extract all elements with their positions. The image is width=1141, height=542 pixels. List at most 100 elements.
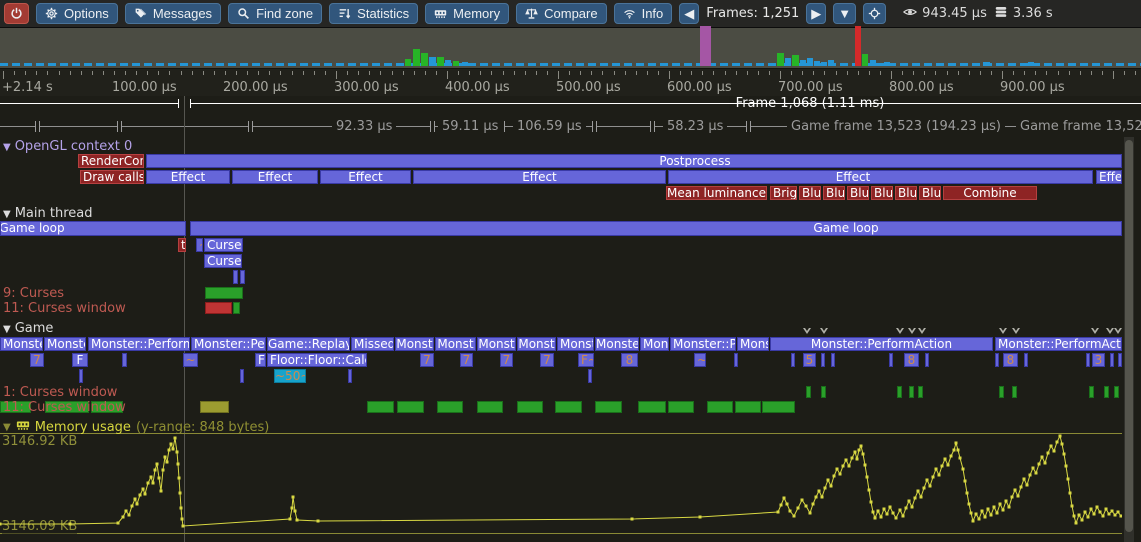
- zone[interactable]: RenderConte: [78, 154, 144, 168]
- time-axis[interactable]: +2.14 s 100.00 μs 200.00 μs 300.00 μs 400.00…: [0, 69, 1141, 96]
- zone[interactable]: Mean luminance: [666, 186, 767, 200]
- lock-bar[interactable]: [91, 401, 123, 413]
- lock-bar[interactable]: [735, 401, 761, 413]
- go-to-frame-button[interactable]: ▼: [833, 3, 857, 24]
- lock-bar[interactable]: [233, 302, 240, 314]
- zone[interactable]: Blur: [919, 186, 941, 200]
- thread-header[interactable]: ▼ Main thread: [3, 206, 92, 221]
- zone[interactable]: 7: [540, 353, 554, 367]
- message-marker-icon[interactable]: [1114, 328, 1122, 334]
- zone[interactable]: Effect: [1096, 170, 1122, 184]
- zone[interactable]: Monste: [44, 337, 86, 351]
- zone[interactable]: [348, 369, 352, 383]
- zone[interactable]: Monste: [0, 337, 43, 351]
- zone[interactable]: Monster::PerformA: [88, 337, 190, 351]
- messages-button[interactable]: Messages: [124, 3, 222, 24]
- zone[interactable]: F: [72, 353, 88, 367]
- lock-bar[interactable]: [595, 401, 622, 413]
- lock-bar[interactable]: [806, 386, 811, 398]
- zone[interactable]: [1110, 353, 1114, 367]
- message-marker-icon[interactable]: [820, 328, 828, 334]
- message-marker-icon[interactable]: [908, 328, 916, 334]
- zone[interactable]: Blur: [823, 186, 845, 200]
- zone[interactable]: Monster::PerformAction: [770, 337, 993, 351]
- next-frame-button[interactable]: ▶: [806, 3, 827, 24]
- zone[interactable]: [821, 353, 825, 367]
- zone[interactable]: Brigh: [770, 186, 797, 200]
- zone[interactable]: Effect: [413, 170, 666, 184]
- zone[interactable]: [122, 353, 127, 367]
- lock-bar[interactable]: [638, 401, 666, 413]
- message-marker-icon[interactable]: [1012, 328, 1020, 334]
- lock-bar[interactable]: [668, 401, 694, 413]
- zone[interactable]: Blur: [799, 186, 821, 200]
- message-marker-icon[interactable]: [918, 328, 926, 334]
- zone[interactable]: Monst: [737, 337, 769, 351]
- lock-bar[interactable]: [205, 287, 243, 299]
- zone[interactable]: [889, 353, 893, 367]
- info-button[interactable]: Info: [613, 3, 673, 24]
- memory-button[interactable]: Memory: [425, 3, 510, 24]
- zone[interactable]: 8: [904, 353, 919, 367]
- zone[interactable]: Curses: [204, 254, 242, 268]
- find-zone-button[interactable]: Find zone: [228, 3, 323, 24]
- lock-bar[interactable]: [437, 401, 463, 413]
- lock-bar[interactable]: [762, 401, 795, 413]
- zone[interactable]: F: [255, 353, 266, 367]
- zone[interactable]: [791, 353, 795, 367]
- zone[interactable]: Monster::Pe: [670, 337, 736, 351]
- zone[interactable]: Monst: [435, 337, 476, 351]
- zone[interactable]: Effect: [320, 170, 411, 184]
- zone[interactable]: Postprocess: [146, 154, 1122, 168]
- zone[interactable]: Missed: [351, 337, 394, 351]
- zone[interactable]: ~: [694, 353, 706, 367]
- lock-bar[interactable]: [1104, 386, 1109, 398]
- zone[interactable]: 5: [803, 353, 816, 367]
- statistics-button[interactable]: Statistics: [329, 3, 419, 24]
- lock-bar[interactable]: [517, 401, 543, 413]
- lock-bar[interactable]: [707, 401, 733, 413]
- zone[interactable]: Effect: [232, 170, 318, 184]
- zone[interactable]: 7: [30, 353, 44, 367]
- zone[interactable]: 8: [1003, 353, 1018, 367]
- message-marker-icon[interactable]: [896, 328, 904, 334]
- message-marker-icon[interactable]: [1106, 328, 1114, 334]
- zone[interactable]: Mons: [640, 337, 669, 351]
- zone[interactable]: Blur: [895, 186, 917, 200]
- zone[interactable]: [79, 369, 83, 383]
- message-marker-icon[interactable]: [803, 328, 811, 334]
- lock-bar[interactable]: [477, 401, 503, 413]
- zone[interactable]: ~: [196, 238, 203, 252]
- message-marker-icon[interactable]: [1091, 328, 1099, 334]
- zone[interactable]: [734, 353, 738, 367]
- zone[interactable]: [1086, 353, 1090, 367]
- zone[interactable]: Blur: [847, 186, 869, 200]
- lock-bar[interactable]: [897, 386, 902, 398]
- zone[interactable]: Effect: [668, 170, 1093, 184]
- zone[interactable]: [831, 353, 835, 367]
- zone[interactable]: Game::Replay: [267, 337, 350, 351]
- lock-bar[interactable]: [45, 401, 89, 413]
- lock-bar[interactable]: [555, 401, 582, 413]
- zone[interactable]: ti: [178, 238, 186, 252]
- zone[interactable]: Combine: [943, 186, 1037, 200]
- zone[interactable]: [1024, 353, 1028, 367]
- power-button[interactable]: [4, 3, 29, 24]
- lock-bar[interactable]: [1114, 386, 1119, 398]
- zone[interactable]: [240, 270, 245, 284]
- zone[interactable]: [588, 369, 592, 383]
- memory-usage-plot[interactable]: [0, 433, 1122, 542]
- zone[interactable]: 3: [1092, 353, 1105, 367]
- zone[interactable]: ~: [183, 353, 198, 367]
- lock-bar[interactable]: [205, 302, 232, 314]
- zone[interactable]: Game loop: [190, 221, 1122, 236]
- thread-header[interactable]: ▼ OpenGL context 0: [3, 139, 132, 154]
- focus-button[interactable]: [863, 3, 887, 24]
- zone[interactable]: Curses: [204, 238, 243, 252]
- lock-bar[interactable]: [821, 386, 826, 398]
- zone[interactable]: ~50~: [274, 369, 306, 383]
- zone[interactable]: Monster::PerformActi: [995, 337, 1122, 351]
- zone[interactable]: Monste: [595, 337, 639, 351]
- zone[interactable]: Monste: [557, 337, 594, 351]
- prev-frame-button[interactable]: ◀: [679, 3, 700, 24]
